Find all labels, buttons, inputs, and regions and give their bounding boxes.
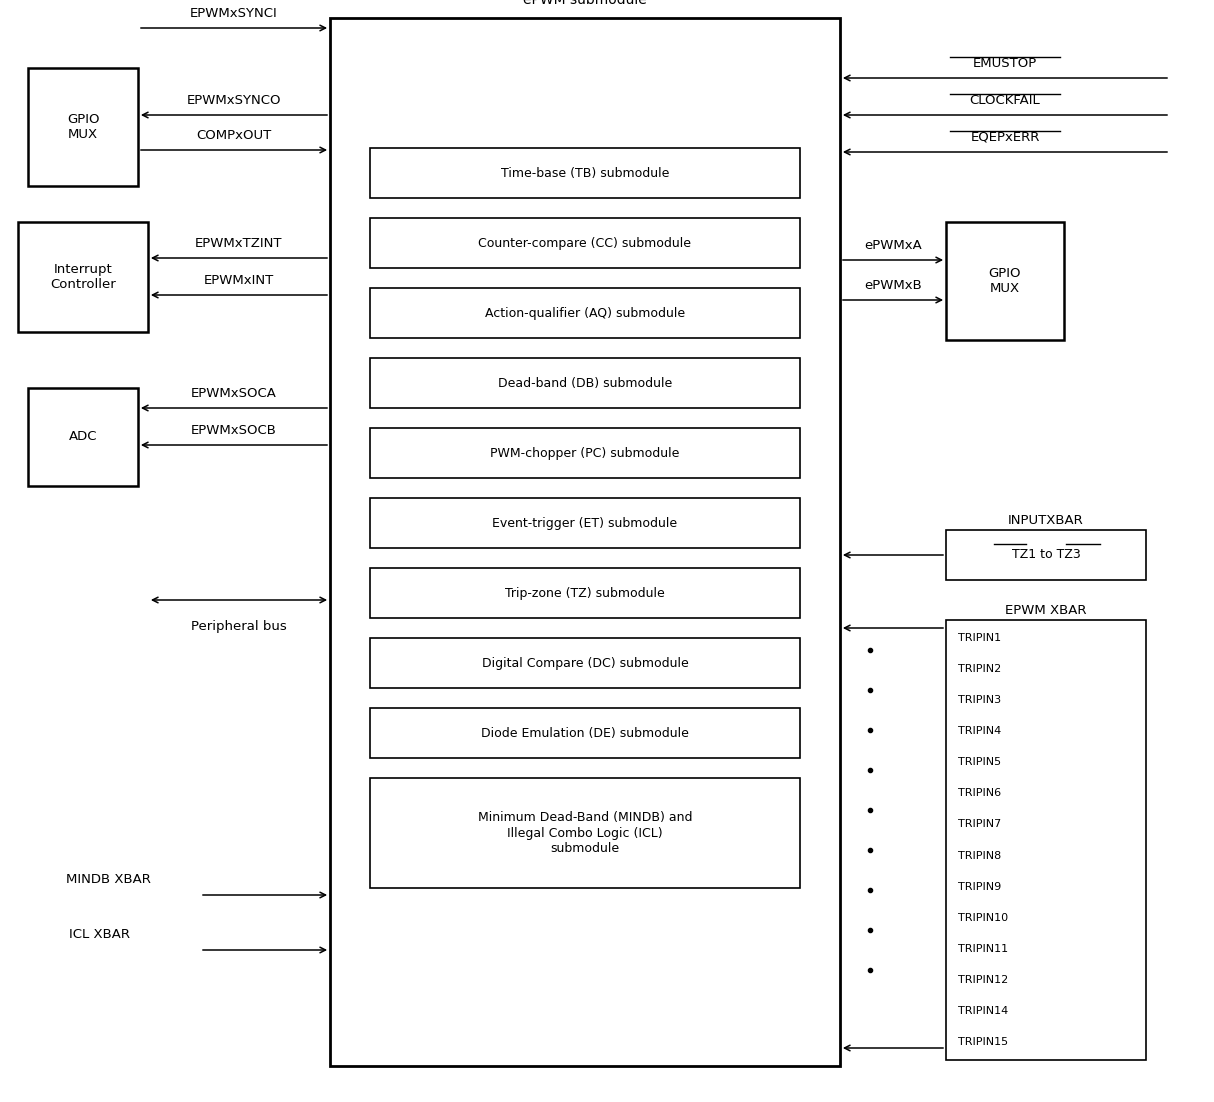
Text: TRIPIN7: TRIPIN7: [958, 820, 1002, 830]
Text: EPWM XBAR: EPWM XBAR: [1005, 604, 1087, 616]
Text: Interrupt
Controller: Interrupt Controller: [50, 263, 115, 291]
FancyBboxPatch shape: [370, 358, 800, 408]
Text: EPWMxSYNCO: EPWMxSYNCO: [187, 94, 282, 107]
FancyBboxPatch shape: [370, 148, 800, 198]
Text: TZ1 to TZ3: TZ1 to TZ3: [1011, 549, 1080, 562]
FancyBboxPatch shape: [370, 498, 800, 548]
FancyBboxPatch shape: [370, 778, 800, 888]
Text: TRIPIN15: TRIPIN15: [958, 1037, 1008, 1047]
Text: TRIPIN6: TRIPIN6: [958, 788, 1002, 798]
FancyBboxPatch shape: [370, 638, 800, 688]
Text: EQEPxERR: EQEPxERR: [970, 131, 1039, 144]
FancyBboxPatch shape: [330, 18, 840, 1066]
Text: COMPxOUT: COMPxOUT: [197, 129, 272, 142]
Text: Diode Emulation (DE) submodule: Diode Emulation (DE) submodule: [481, 726, 688, 739]
Text: Minimum Dead-Band (MINDB) and
Illegal Combo Logic (ICL)
submodule: Minimum Dead-Band (MINDB) and Illegal Co…: [478, 811, 692, 854]
FancyBboxPatch shape: [370, 218, 800, 268]
Text: Dead-band (DB) submodule: Dead-band (DB) submodule: [498, 377, 673, 389]
Text: EMUSTOP: EMUSTOP: [972, 57, 1037, 71]
Text: Action-qualifier (AQ) submodule: Action-qualifier (AQ) submodule: [484, 306, 685, 320]
FancyBboxPatch shape: [28, 68, 138, 186]
Text: ePWMxB: ePWMxB: [864, 279, 921, 292]
Text: ePWMxA: ePWMxA: [864, 239, 921, 252]
Text: TRIPIN5: TRIPIN5: [958, 757, 1002, 767]
Text: INPUTXBAR: INPUTXBAR: [1008, 514, 1084, 527]
Text: CLOCKFAIL: CLOCKFAIL: [970, 94, 1040, 107]
Text: Trip-zone (TZ) submodule: Trip-zone (TZ) submodule: [505, 586, 665, 599]
Text: EPWMxSYNCI: EPWMxSYNCI: [191, 7, 278, 20]
FancyBboxPatch shape: [946, 530, 1146, 580]
FancyBboxPatch shape: [946, 620, 1146, 1060]
Text: Peripheral bus: Peripheral bus: [191, 620, 287, 633]
Text: TRIPIN12: TRIPIN12: [958, 975, 1009, 985]
Text: TRIPIN2: TRIPIN2: [958, 665, 1002, 674]
Text: Counter-compare (CC) submodule: Counter-compare (CC) submodule: [478, 237, 692, 249]
Text: GPIO
MUX: GPIO MUX: [988, 267, 1021, 295]
Text: EPWMxSOCB: EPWMxSOCB: [191, 424, 277, 437]
Text: EPWMxINT: EPWMxINT: [204, 274, 274, 287]
Text: TRIPIN8: TRIPIN8: [958, 851, 1002, 861]
Text: Time-base (TB) submodule: Time-base (TB) submodule: [501, 166, 669, 180]
Text: ICL XBAR: ICL XBAR: [69, 928, 130, 941]
FancyBboxPatch shape: [18, 222, 148, 332]
Text: GPIO
MUX: GPIO MUX: [67, 114, 100, 141]
FancyBboxPatch shape: [28, 388, 138, 486]
Text: TRIPIN10: TRIPIN10: [958, 912, 1008, 922]
FancyBboxPatch shape: [370, 288, 800, 338]
Text: PWM-chopper (PC) submodule: PWM-chopper (PC) submodule: [490, 446, 680, 460]
Text: TRIPIN14: TRIPIN14: [958, 1006, 1009, 1016]
Text: MINDB XBAR: MINDB XBAR: [66, 873, 151, 886]
Text: TRIPIN9: TRIPIN9: [958, 882, 1002, 892]
FancyBboxPatch shape: [370, 568, 800, 618]
Text: EPWMxSOCA: EPWMxSOCA: [191, 387, 277, 400]
Text: EPWMxTZINT: EPWMxTZINT: [195, 237, 283, 250]
Text: TRIPIN4: TRIPIN4: [958, 726, 1002, 736]
FancyBboxPatch shape: [946, 222, 1063, 341]
Text: ADC: ADC: [69, 431, 97, 443]
Text: TRIPIN11: TRIPIN11: [958, 943, 1008, 953]
Text: Event-trigger (ET) submodule: Event-trigger (ET) submodule: [493, 517, 677, 529]
FancyBboxPatch shape: [370, 707, 800, 758]
FancyBboxPatch shape: [370, 428, 800, 478]
Text: ePWM submodule: ePWM submodule: [523, 0, 647, 7]
Text: TRIPIN3: TRIPIN3: [958, 695, 1002, 705]
Text: TRIPIN1: TRIPIN1: [958, 633, 1002, 642]
Text: Digital Compare (DC) submodule: Digital Compare (DC) submodule: [482, 657, 688, 670]
